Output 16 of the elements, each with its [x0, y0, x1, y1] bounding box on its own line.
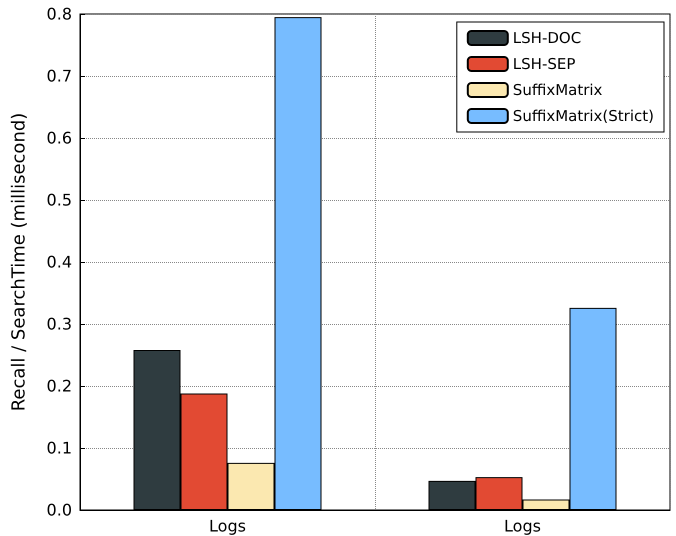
- x-tick-label: Logs: [504, 516, 541, 536]
- y-tick-label: 0.8: [46, 4, 72, 24]
- legend-label: SuffixMatrix(Strict): [512, 107, 654, 125]
- y-tick-label: 0.6: [46, 128, 72, 148]
- legend-label: LSH-SEP: [512, 55, 576, 73]
- legend-label: SuffixMatrix: [512, 81, 603, 99]
- y-tick-label: 0.4: [46, 252, 72, 272]
- legend-label: LSH-DOC: [512, 29, 582, 47]
- y-tick-label: 0.3: [46, 314, 72, 334]
- y-tick-label: 0.5: [46, 190, 72, 210]
- y-tick-label: 0.2: [46, 376, 72, 396]
- y-tick-label: 0.0: [46, 500, 72, 520]
- y-tick-label: 0.1: [46, 438, 72, 458]
- y-tick-label: 0.7: [46, 66, 72, 86]
- y-axis-title: Recall / SearchTime (millisecond): [8, 112, 30, 412]
- x-tick-label: Logs: [209, 516, 246, 536]
